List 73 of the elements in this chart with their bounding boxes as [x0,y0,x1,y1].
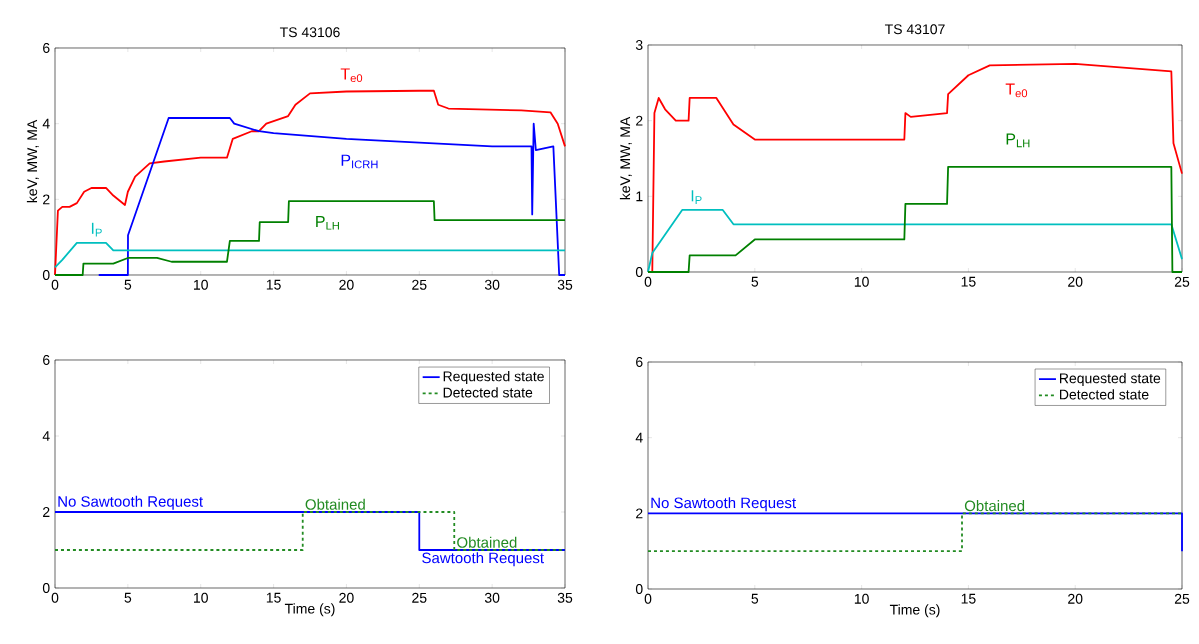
x-tick-label: 20 [1068,276,1083,287]
x-tick-label: 20 [1068,593,1083,604]
legend-label: Detected state [443,387,533,398]
x-tick-label: 0 [644,593,652,604]
x-tick-label: 0 [644,276,652,287]
x-tick-label: 10 [854,593,869,604]
line-series [651,63,1183,273]
legend-label: Requested state [1060,373,1161,387]
x-tick-label: 10 [193,592,208,603]
legend-label: Detected state [1060,389,1149,400]
chart-title: TS 43106 [279,27,340,38]
y-tick-label: 3 [635,40,643,50]
x-tick-label: 25 [412,592,427,603]
line-series [54,89,566,276]
y-tick-label: 4 [42,118,50,129]
y-tick-label: 4 [635,432,643,443]
annotation: No Sawtooth Request [651,497,796,512]
x-axis-title: Time (s) [284,603,335,617]
line-series [647,165,1183,273]
x-tick-label: 15 [961,593,976,604]
y-tick-label: 1 [636,191,643,202]
line-series [54,200,566,276]
line-series [97,117,566,276]
y-tick-label: 2 [636,115,643,126]
x-tick-label: 5 [124,279,132,290]
series-label: P$_{LH}$ [316,215,339,230]
x-tick-label: 15 [266,279,281,290]
x-tick-label: 0 [51,592,59,603]
x-axis-title: Time (s) [889,604,940,618]
annotation: Obtained [305,498,365,510]
y-tick-label: 6 [43,355,50,365]
y-tick-label: 2 [636,508,643,519]
x-tick-label: 15 [266,592,281,603]
line-series [647,209,1183,273]
y-axis-title: keV, MW, MA [619,116,632,200]
x-tick-label: 10 [854,276,869,287]
x-tick-label: 5 [751,593,759,604]
series-label: P$_{LH}$ [1006,133,1030,148]
x-tick-label: 15 [961,276,976,287]
x-tick-label: 5 [124,592,132,603]
y-tick-label: 2 [43,507,50,517]
x-tick-label: 20 [339,592,354,603]
y-tick-label: 2 [43,194,50,205]
y-tick-label: 0 [635,267,643,277]
x-tick-label: 35 [557,279,573,290]
series-label: I$_{P}$ [691,190,702,204]
annotation: Sawtooth Request [422,552,544,567]
x-tick-label: 30 [484,279,500,290]
x-tick-label: 30 [484,592,500,603]
series-label: I$_{P}$ [91,222,102,237]
chart-title: TS 43107 [884,24,945,35]
annotation: Obtained [457,536,517,548]
x-tick-label: 5 [751,276,759,287]
y-axis-title: keV, MW, MA [26,119,39,203]
x-tick-label: 25 [412,279,427,290]
legend-label: Requested state [443,371,544,385]
series-label: T$_{e0}$ [1005,83,1028,98]
x-tick-label: 35 [557,592,573,603]
y-tick-label: 6 [636,357,643,367]
y-tick-label: 6 [43,43,50,53]
x-tick-label: 10 [193,279,208,290]
x-tick-label: 20 [339,279,354,290]
y-tick-label: 4 [42,431,50,441]
series-label: P$_{ICRH}$ [341,154,378,169]
x-tick-label: 25 [1174,593,1190,604]
line-series [54,241,566,269]
annotation: Obtained [964,500,1025,512]
x-tick-label: 25 [1174,276,1190,287]
annotation: No Sawtooth Request [58,495,203,510]
series-label: T$_{e0}$ [340,68,363,83]
y-tick-label: 0 [42,583,50,593]
y-tick-label: 0 [635,584,643,594]
x-tick-label: 0 [51,279,59,290]
